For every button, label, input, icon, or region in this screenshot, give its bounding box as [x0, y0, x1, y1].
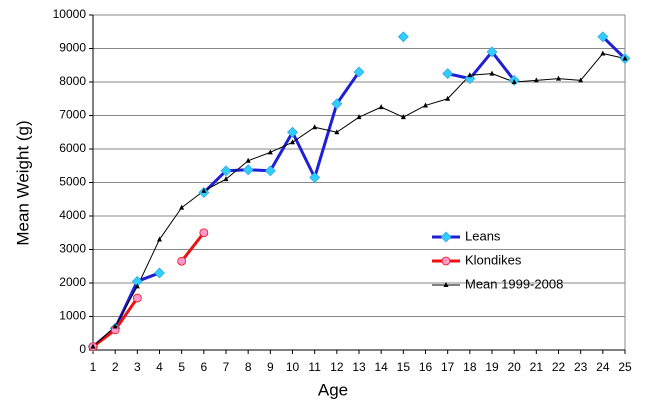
legend-marker	[440, 231, 452, 243]
diamond-marker	[331, 98, 343, 110]
x-tick-label: 19	[485, 360, 499, 374]
series-line	[601, 35, 627, 60]
x-tick-label: 13	[352, 360, 366, 374]
triangle-marker	[378, 104, 384, 110]
x-tick-label: 7	[223, 360, 230, 374]
x-tick-label: 22	[552, 360, 566, 374]
triangle-marker	[134, 283, 140, 289]
legend-label: Klondikes	[465, 252, 522, 267]
y-tick-label: 1000	[59, 309, 86, 323]
x-tick-label: 18	[463, 360, 477, 374]
diamond-marker	[397, 31, 409, 43]
circle-marker	[132, 293, 142, 303]
diamond-marker	[154, 267, 165, 279]
circle-marker	[199, 228, 209, 238]
x-tick-label: 6	[200, 360, 207, 374]
x-tick-label: 4	[156, 360, 163, 374]
triangle-marker	[600, 50, 606, 56]
x-tick-label: 15	[397, 360, 411, 374]
diamond-marker	[597, 31, 609, 43]
triangle-marker	[223, 176, 229, 182]
y-tick-label: 4000	[59, 208, 86, 222]
x-tick-label: 24	[596, 360, 610, 374]
x-tick-label: 12	[330, 360, 344, 374]
diamond-marker	[486, 46, 498, 58]
y-tick-label: 0	[79, 342, 86, 356]
triangle-marker	[467, 72, 473, 78]
triangle-marker	[533, 77, 539, 83]
x-tick-label: 3	[134, 360, 141, 374]
diamond-marker	[287, 126, 298, 138]
series-line	[447, 50, 516, 82]
legend-label: Leans	[465, 228, 501, 243]
triangle-marker	[578, 77, 584, 83]
triangle-marker	[445, 95, 451, 101]
diamond-marker	[309, 172, 321, 183]
triangle-marker	[622, 55, 628, 61]
x-tick-label: 21	[530, 360, 544, 374]
diamond-marker	[464, 73, 476, 85]
triangle-marker	[267, 149, 273, 155]
diamond-marker	[353, 66, 365, 78]
triangle-marker	[112, 323, 118, 329]
x-tick-label: 20	[507, 360, 521, 374]
triangle-marker	[400, 114, 406, 120]
diamond-marker	[264, 165, 276, 177]
series-line	[180, 231, 206, 263]
triangle-marker	[312, 124, 318, 130]
y-tick-label: 9000	[59, 41, 86, 55]
x-tick-label: 14	[374, 360, 388, 374]
y-tick-label: 2000	[59, 275, 86, 289]
x-tick-label: 23	[574, 360, 588, 374]
y-tick-label: 10000	[53, 7, 87, 21]
x-axis-title: Age	[318, 380, 348, 399]
triangle-marker	[201, 187, 207, 193]
y-tick-label: 8000	[59, 74, 86, 88]
x-tick-label: 5	[178, 360, 185, 374]
x-tick-label: 10	[286, 360, 300, 374]
legend-label: Mean 1999-2008	[465, 276, 563, 291]
legend-marker	[441, 256, 451, 266]
y-axis-title: Mean Weight (g)	[13, 120, 32, 245]
x-tick-label: 16	[419, 360, 433, 374]
triangle-marker	[356, 114, 362, 120]
triangle-marker	[157, 236, 162, 242]
y-tick-label: 3000	[59, 242, 86, 256]
legend-marker	[443, 282, 449, 287]
triangle-marker	[511, 79, 517, 84]
x-tick-label: 17	[441, 360, 455, 374]
triangle-marker	[334, 129, 340, 135]
y-tick-label: 5000	[59, 175, 86, 189]
diamond-marker	[220, 165, 232, 177]
triangle-marker	[556, 75, 561, 81]
diamond-marker	[242, 164, 254, 176]
x-tick-label: 2	[112, 360, 119, 374]
triangle-marker	[489, 70, 495, 76]
x-tick-label: 8	[245, 360, 252, 374]
triangle-marker	[179, 204, 185, 210]
y-tick-label: 6000	[59, 141, 86, 155]
x-tick-label: 1	[90, 360, 97, 374]
y-tick-label: 7000	[59, 108, 86, 122]
x-tick-label: 25	[618, 360, 632, 374]
triangle-marker	[90, 343, 96, 349]
circle-marker	[177, 256, 187, 266]
x-tick-label: 9	[267, 360, 274, 374]
triangle-marker	[423, 102, 428, 108]
diamond-marker	[442, 68, 454, 80]
triangle-marker	[245, 157, 251, 163]
triangle-marker	[290, 139, 295, 145]
x-tick-label: 11	[308, 360, 321, 374]
